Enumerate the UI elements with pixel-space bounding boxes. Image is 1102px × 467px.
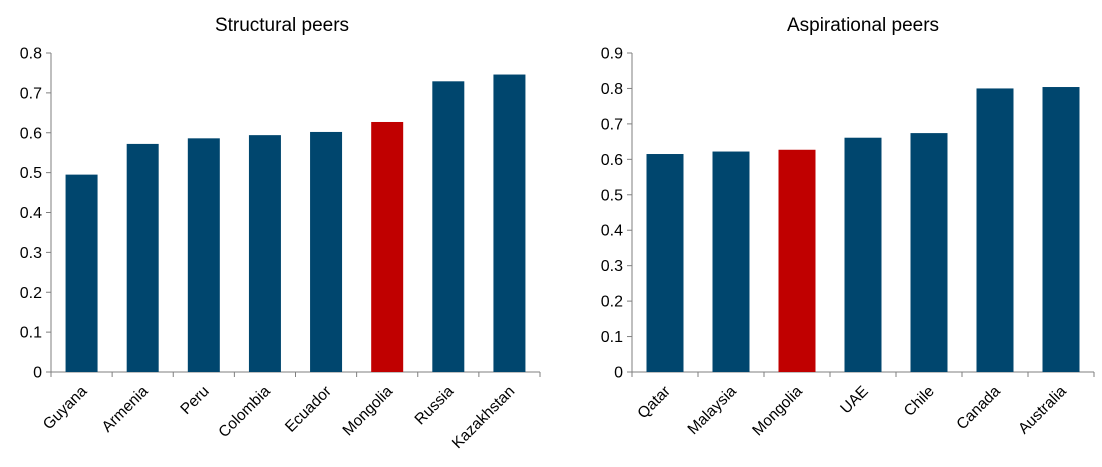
structural-bar-mongolia: [371, 121, 404, 372]
structural-bar-russia: [432, 81, 465, 372]
structural-bar-peru: [187, 138, 220, 372]
structural-y-tick-label: 0.7: [20, 85, 42, 102]
aspirational-peers-title: Aspirational peers: [787, 15, 939, 36]
structural-category-label: Armenia: [99, 383, 152, 436]
aspirational-y-tick-label: 0.1: [601, 329, 623, 346]
structural-bar-armenia: [126, 143, 159, 372]
structural-y-tick-label: 0.1: [20, 325, 42, 342]
aspirational-y-tick-label: 0.3: [601, 258, 623, 275]
aspirational-bar-qatar: [646, 154, 684, 372]
structural-y-tick-label: 0: [33, 365, 42, 382]
aspirational-y-tick-label: 0.7: [601, 116, 623, 133]
structural-bar-kazakhstan: [493, 74, 526, 372]
structural-bar-ecuador: [310, 131, 343, 372]
aspirational-category-label: Malaysia: [685, 383, 741, 439]
structural-y-tick-label: 0.3: [20, 245, 42, 262]
aspirational-y-tick-label: 0.6: [601, 152, 623, 169]
aspirational-peers-chart: Aspirational peers 0 0.1 0.2 0.3 0.4 0.5 0.6 0.…: [601, 15, 1095, 440]
aspirational-category-label: Mongolia: [749, 383, 806, 440]
structural-y-tick-label: 0.5: [20, 165, 42, 182]
structural-category-label: Ecuador: [282, 383, 335, 436]
structural-peers-title: Structural peers: [215, 15, 349, 36]
structural-peers-chart: Structural peers 0 0.1 0.2 0.3 0.4 0.5 0.6 0.7 0…: [20, 15, 541, 452]
structural-category-label: Guyana: [40, 383, 91, 434]
aspirational-y-tick-label: 0.5: [601, 187, 623, 204]
structural-y-tick-label: 0.2: [20, 285, 42, 302]
structural-y-tick-label: 0.4: [20, 205, 42, 222]
structural-y-tick-label: 0.6: [20, 125, 42, 142]
aspirational-category-label: UAE: [837, 383, 872, 418]
aspirational-bar-malaysia: [712, 151, 750, 372]
aspirational-y-tick-label: 0.2: [601, 294, 623, 311]
aspirational-category-label: Qatar: [634, 383, 673, 422]
aspirational-bar-mongolia: [778, 149, 816, 372]
aspirational-bar-australia: [1042, 87, 1080, 372]
aspirational-bar-chile: [910, 133, 948, 372]
aspirational-category-label: Chile: [901, 383, 938, 420]
structural-category-label: Colombia: [215, 383, 274, 442]
aspirational-bar-uae: [844, 137, 882, 372]
structural-category-label: Peru: [177, 383, 212, 418]
structural-category-label: Mongolia: [340, 383, 397, 440]
structural-category-label: Kazakhstan: [449, 383, 518, 452]
aspirational-y-tick-label: 0.4: [601, 223, 623, 240]
aspirational-y-tick-label: 0: [614, 365, 623, 382]
structural-bar-guyana: [65, 174, 98, 372]
aspirational-category-label: Australia: [1015, 383, 1070, 438]
structural-y-tick-label: 0.8: [20, 46, 42, 63]
aspirational-y-tick-label: 0.8: [601, 81, 623, 98]
aspirational-y-tick-label: 0.9: [601, 46, 623, 63]
structural-bar-colombia: [248, 135, 281, 372]
aspirational-category-label: Canada: [953, 383, 1004, 434]
aspirational-bar-canada: [976, 88, 1014, 372]
structural-category-label: Russia: [412, 383, 458, 429]
